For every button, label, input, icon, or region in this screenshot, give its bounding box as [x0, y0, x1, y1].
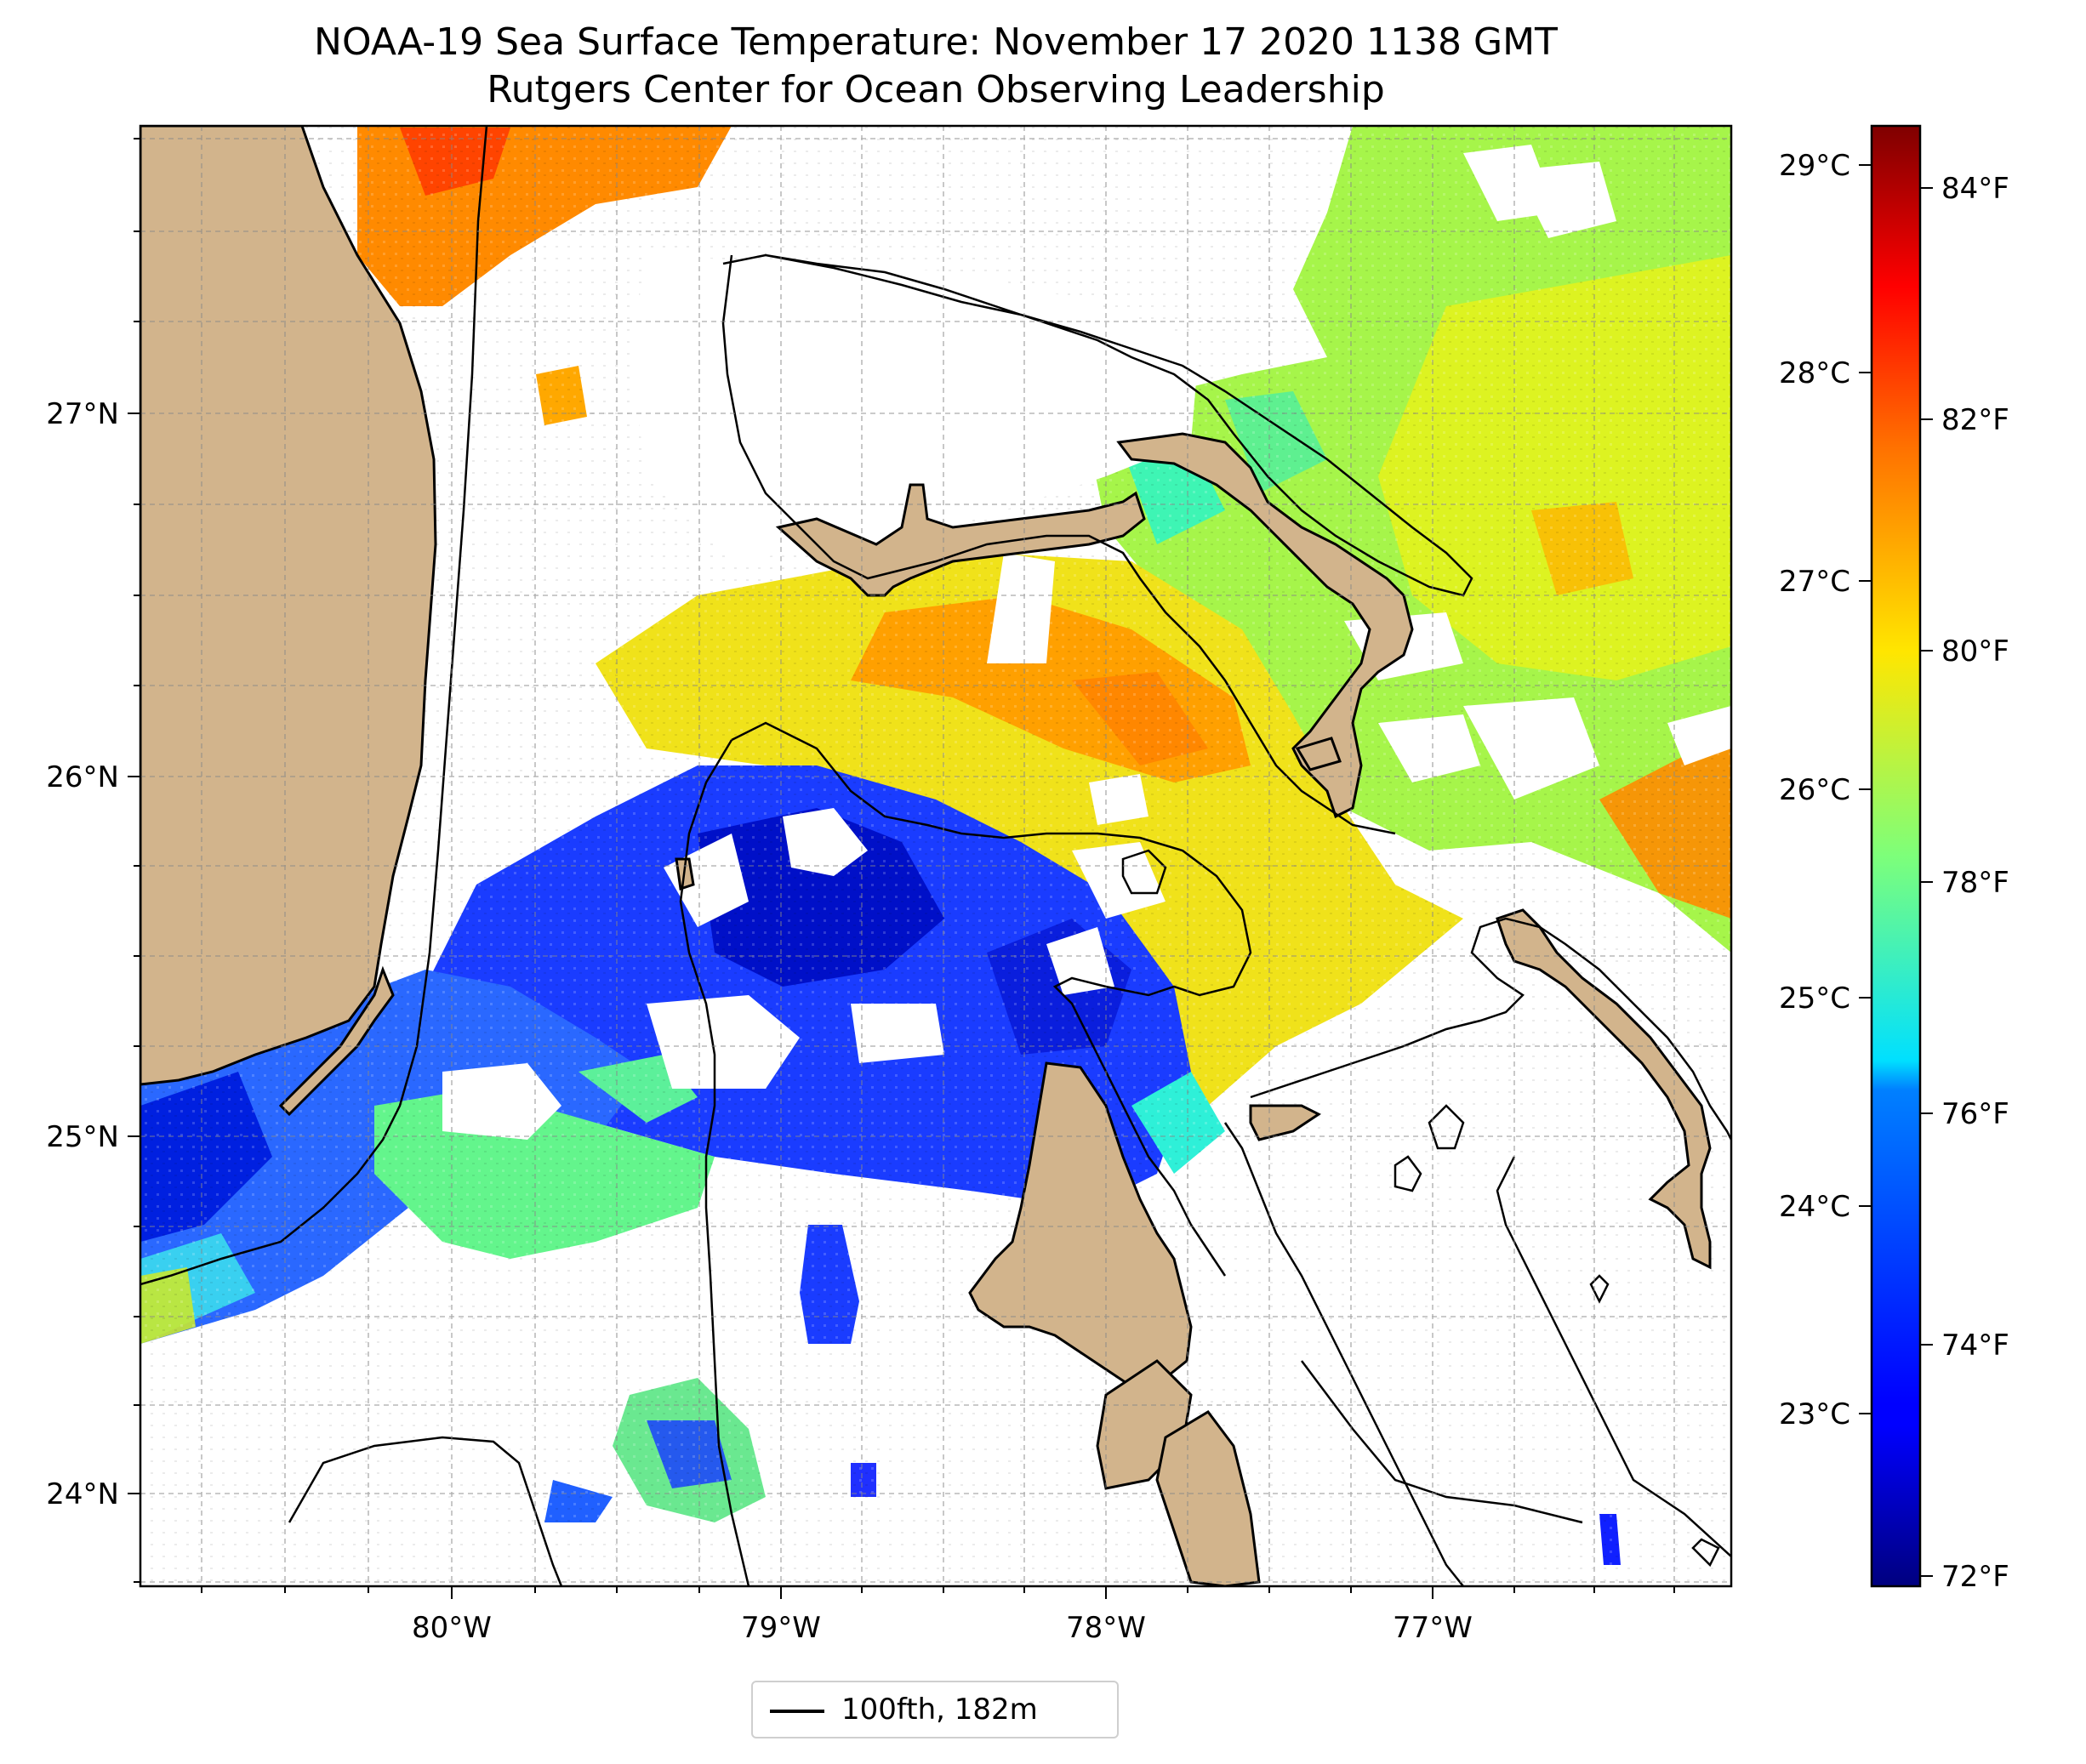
colorbar-gradient	[1870, 124, 1922, 1588]
cloud-masks	[289, 145, 1731, 1140]
lon-tick-label: 78°W	[1066, 1611, 1146, 1645]
celsius-tick-label: 24°C	[1779, 1190, 1850, 1224]
legend: 100fth, 182m	[751, 1681, 1119, 1738]
celsius-tick-label: 28°C	[1779, 356, 1850, 390]
lat-axis: 27°N 26°N 25°N 24°N	[46, 397, 140, 1511]
celsius-tick-label: 26°C	[1779, 773, 1850, 807]
gridlines	[140, 126, 1731, 1586]
land-new-providence	[1249, 1104, 1321, 1141]
colorbar-fahrenheit-axis: 72°F 74°F 76°F 78°F 80°F 82°F 84°F	[1920, 172, 2009, 1594]
land	[140, 126, 1712, 1586]
map-title: NOAA-19 Sea Surface Temperature: Novembe…	[314, 20, 1558, 64]
lon-tick-label: 79°W	[741, 1611, 821, 1645]
celsius-tick-label: 25°C	[1779, 982, 1850, 1016]
fahrenheit-tick-label: 74°F	[1941, 1329, 2009, 1363]
lon-tick-label: 80°W	[412, 1611, 492, 1645]
fahrenheit-tick-label: 76°F	[1941, 1097, 2009, 1131]
celsius-tick-label: 29°C	[1779, 149, 1850, 183]
lat-tick-label: 24°N	[46, 1477, 119, 1511]
fahrenheit-tick-label: 80°F	[1941, 634, 2009, 669]
fahrenheit-tick-label: 84°F	[1941, 172, 2009, 206]
celsius-tick-label: 23°C	[1779, 1397, 1850, 1431]
lat-tick-label: 26°N	[46, 760, 119, 794]
celsius-tick-label: 27°C	[1779, 565, 1850, 599]
minor-ticks	[134, 138, 1675, 1593]
land-eleuthera	[1496, 908, 1712, 1270]
fahrenheit-tick-label: 72°F	[1941, 1560, 2009, 1594]
lon-axis: 80°W 79°W 78°W 77°W	[412, 1586, 1473, 1645]
land-florida	[140, 126, 437, 1086]
legend-line-swatch	[770, 1710, 824, 1713]
sst-map: 80°W 79°W 78°W 77°W 27°N 26°N 25°N 24°N	[46, 124, 1733, 1645]
fahrenheit-tick-label: 78°F	[1941, 866, 2009, 900]
fahrenheit-tick-label: 82°F	[1941, 403, 2009, 437]
map-subtitle: Rutgers Center for Ocean Observing Leade…	[487, 68, 1385, 111]
map-frame	[139, 124, 1733, 1588]
land-andros	[968, 1061, 1193, 1388]
land-abaco	[1116, 432, 1414, 819]
lat-tick-label: 25°N	[46, 1120, 119, 1154]
colorbar: 23°C 24°C 25°C 26°C 27°C 28°C 29°C 72°F …	[1779, 124, 2009, 1594]
colorbar-celsius-axis: 23°C 24°C 25°C 26°C 27°C 28°C 29°C	[1779, 149, 1872, 1431]
lat-tick-label: 27°N	[46, 397, 119, 431]
lon-tick-label: 77°W	[1393, 1611, 1473, 1645]
isobath-contours	[140, 126, 1731, 1586]
legend-label: 100fth, 182m	[841, 1693, 1038, 1727]
